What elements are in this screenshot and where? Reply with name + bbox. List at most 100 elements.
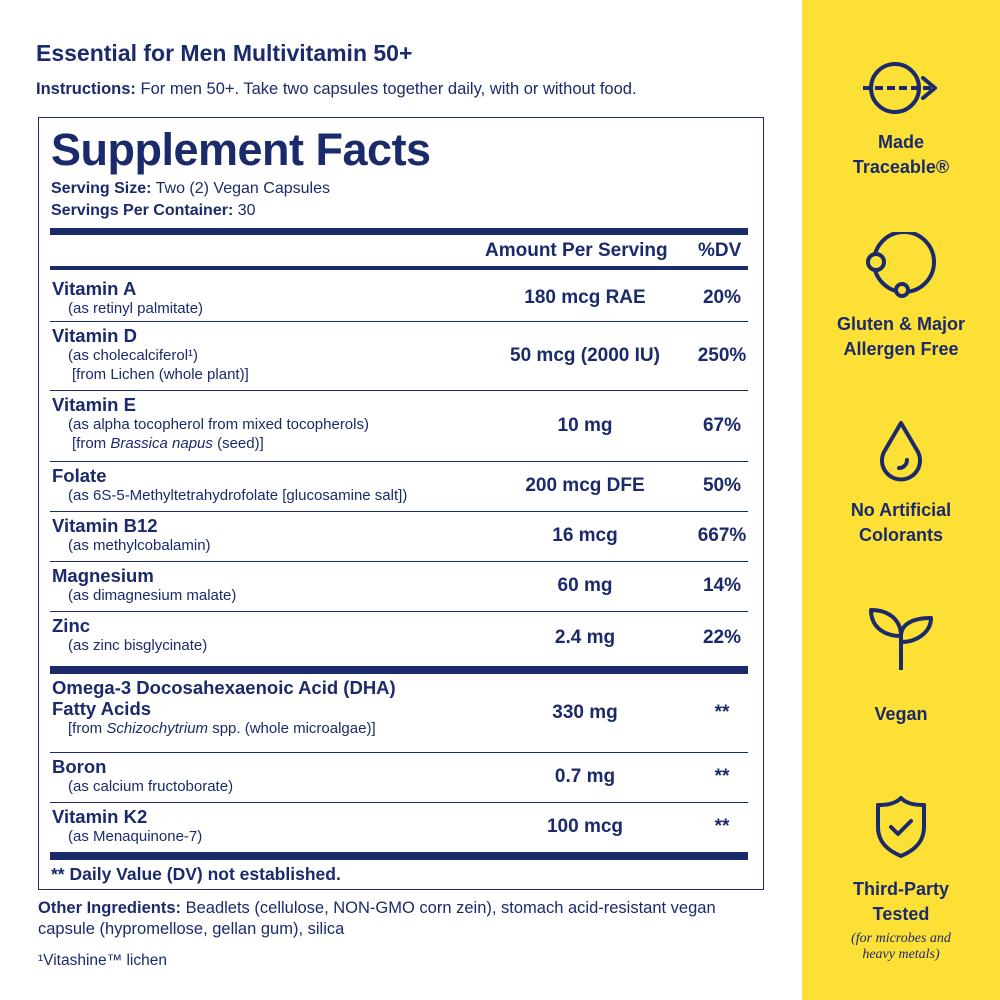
nutrient-row: Zinc (as zinc bisglycinate) 2.4 mg 22% [50,612,748,666]
nutrient-amount: 0.7 mg [554,766,616,787]
nutrient-name-text: Zinc [52,615,91,636]
divider-medium [50,266,748,270]
divider-thick [50,666,748,674]
supplement-facts-panel: Supplement Facts Serving Size: Two (2) V… [38,117,764,890]
nutrient-dv: 250% [697,344,747,366]
nutrient-name: Vitamin K2 (as Menaquinone-7) [52,806,202,846]
nutrient-dv: 50% [702,475,742,496]
nutrient-dv: ** [714,766,730,787]
nutrient-dv: 67% [702,414,742,436]
badge-traceable: Made Traceable® [802,60,1000,180]
nutrient-row: Vitamin D (as cholecalciferol¹) [from Lich… [50,322,748,391]
badge-label: Made [877,132,924,152]
divider-thick [50,852,748,860]
droplet-icon [880,421,922,482]
nutrient-amount: 60 mg [557,575,613,596]
nutrient-name-text: Vitamin A [52,278,137,299]
nutrient-amount: 200 mcg DFE [525,475,645,496]
nutrient-source: (as alpha tocopherol from mixed tocopher… [68,416,369,433]
nutrient-source: (as zinc bisglycinate) [68,637,208,654]
col-amount-header: Amount Per Serving [485,240,668,261]
other-ingredients: Other Ingredients: Beadlets (cellulose, … [38,898,738,940]
nutrient-source: (as dimagnesium malate) [68,587,237,604]
nutrient-row: Magnesium (as dimagnesium malate) 60 mg 14% [50,562,748,612]
other-ingredients-label: Other Ingredients: [38,899,182,917]
traceable-arrow-icon [863,62,937,114]
nutrient-name: Boron (as calcium fructoborate) [52,756,233,796]
nutrient-source: [from Lichen (whole plant)] [72,366,249,383]
nutrient-amount: 180 mcg RAE [524,286,646,308]
nutrient-name-text: Boron [52,756,107,777]
shield-check-icon [876,796,926,858]
badge-note: heavy metals) [862,947,940,962]
nutrient-row: Vitamin A (as retinyl palmitate) 180 mcg R… [50,275,748,322]
nutrient-amount: 2.4 mg [554,627,616,648]
nutrient-name: Folate (as 6S-5-Methyltetrahydrofolate [g… [52,465,407,505]
nutrient-name-text: Fatty Acids [52,698,152,719]
badge-label: Traceable® [852,157,950,177]
badge-label: Vegan [874,704,928,724]
nutrient-name-text: Folate [52,465,107,486]
nutrient-row: Omega-3 Docosahexaenoic Acid (DHA) Fatty … [50,674,748,753]
nutrient-dv: ** [714,701,730,723]
benefits-sidebar: Made Traceable® Gluten & Major Allergen Fr… [802,0,1000,1000]
vitashine-note: ¹Vitashine™ lichen [38,952,167,969]
nutrient-row: Folate (as 6S-5-Methyltetrahydrofolate [g… [50,462,748,512]
nutrient-name: Omega-3 Docosahexaenoic Acid (DHA) Fatty … [52,677,396,738]
badge-vegan: Vegan [802,606,1000,727]
nutrient-row: Vitamin B12 (as methylcobalamin) 16 mcg 667… [50,512,748,562]
nutrient-name-text: Vitamin E [52,394,136,415]
nutrient-name: Magnesium (as dimagnesium malate) [52,565,236,605]
other-ingredients-text: Beadlets (cellulose, NON-GMO corn zein),… [38,899,716,938]
nutrient-source: (as cholecalciferol¹) [68,347,199,364]
nutrient-name: Vitamin B12 (as methylcobalamin) [52,515,211,555]
nutrient-amount: 50 mcg (2000 IU) [510,344,660,366]
nutrient-row: Vitamin K2 (as Menaquinone-7) 100 mcg ** [50,803,748,852]
nutrient-amount: 100 mcg [546,815,624,837]
nutrient-amount: 16 mcg [552,525,618,546]
servings-value: 30 [233,202,256,219]
footnote: ** Daily Value (DV) not established. [51,864,341,884]
badge-allergen-free: Gluten & Major Allergen Free [802,232,1000,362]
nutrient-row: Vitamin E (as alpha tocopherol from mixed… [50,391,748,462]
servings-label: Servings Per Container: [51,202,234,219]
nutrient-name: Zinc (as zinc bisglycinate) [52,615,207,655]
product-title: Essential for Men Multivitamin 50+ [36,40,413,66]
badge-label: Tested [872,904,930,924]
serving-size-value: Two (2) Vegan Capsules [151,180,330,197]
nutrient-source: [from Brassica napus (seed)] [72,435,264,452]
nutrient-row: Boron (as calcium fructoborate) 0.7 mg ** [50,753,748,803]
nutrient-name-text: Vitamin K2 [52,806,148,827]
allergen-free-icon [866,232,936,298]
nutrient-name: Vitamin D (as cholecalciferol¹) [from Lich… [52,325,249,384]
nutrient-name-text: Vitamin B12 [52,515,158,536]
badge-label: No Artificial [850,500,952,520]
nutrient-dv: 22% [702,627,742,648]
sprout-icon [869,608,933,670]
nutrient-name-text: Magnesium [52,565,154,586]
badge-label: Allergen Free [843,339,959,359]
divider-thick [50,228,748,235]
col-dv-header: %DV [698,240,742,261]
nutrient-source: (as calcium fructoborate) [68,778,234,795]
nutrient-source: (as retinyl palmitate) [68,300,204,317]
facts-heading: Supplement Facts [51,124,431,175]
nutrient-dv: ** [714,815,730,837]
nutrient-name-text: Vitamin D [52,325,137,346]
nutrient-name: Vitamin E (as alpha tocopherol from mixed… [52,394,369,453]
nutrient-source: (as methylcobalamin) [68,537,211,554]
nutrient-amount: 330 mg [552,701,618,723]
nutrient-name-text: Omega-3 Docosahexaenoic Acid (DHA) [52,677,396,698]
badge-no-colorants: No Artificial Colorants [802,420,1000,548]
nutrient-dv: 14% [702,575,742,596]
instructions: Instructions: For men 50+. Take two caps… [36,80,637,99]
nutrient-dv: 667% [697,525,747,546]
nutrient-source: [from Schizochytrium spp. (whole microal… [68,720,376,737]
badge-note: (for microbes and [851,931,951,946]
badge-label: Third-Party [852,879,949,899]
badge-label: Colorants [858,525,943,545]
nutrient-source: (as 6S-5-Methyltetrahydrofolate [glucosa… [68,487,408,504]
serving-size: Serving Size: Two (2) Vegan Capsules [51,180,330,198]
nutrient-dv: 20% [702,286,742,308]
instructions-label: Instructions: [36,80,136,98]
